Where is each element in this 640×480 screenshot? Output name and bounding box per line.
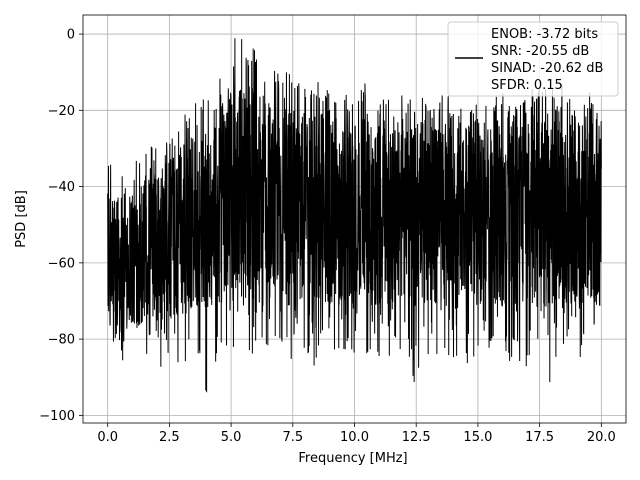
y-tick-label: −80: [48, 333, 75, 348]
x-tick-label: 0.0: [97, 430, 118, 445]
x-tick-label: 5.0: [221, 430, 242, 445]
y-tick-label: −20: [48, 104, 75, 119]
psd-series-line: [107, 38, 602, 393]
y-tick-group: 0 −20 −40 −60 −80 −100: [39, 28, 83, 424]
x-tick-label: 7.5: [282, 430, 303, 445]
x-tick-label: 20.0: [587, 430, 616, 445]
series-layer: [107, 38, 602, 393]
y-tick-label: −60: [48, 256, 75, 271]
x-tick-label: 2.5: [159, 430, 180, 445]
x-axis-label: Frequency [MHz]: [298, 451, 407, 466]
y-axis-label: PSD [dB]: [14, 190, 29, 248]
x-tick-label: 15.0: [463, 430, 492, 445]
y-tick-label: −40: [48, 180, 75, 195]
legend: ENOB: -3.72 bits SNR: -20.55 dB SINAD: -…: [447, 21, 619, 97]
legend-entry-snr: SNR: -20.55 dB: [491, 44, 589, 59]
x-tick-group: 0.0 2.5 5.0 7.5 10.0 12.5 15.0 17.5 20.0: [97, 423, 616, 445]
legend-box: [447, 21, 619, 97]
x-tick-label: 12.5: [402, 430, 431, 445]
legend-entry-sinad: SINAD: -20.62 dB: [491, 61, 603, 76]
y-tick-label: 0: [67, 28, 75, 43]
x-tick-label: 10.0: [340, 430, 369, 445]
x-tick-label: 17.5: [525, 430, 554, 445]
y-tick-label: −100: [39, 409, 75, 424]
legend-entry-sfdr: SFDR: 0.15: [491, 78, 563, 93]
legend-entry-enob: ENOB: -3.72 bits: [491, 27, 598, 42]
